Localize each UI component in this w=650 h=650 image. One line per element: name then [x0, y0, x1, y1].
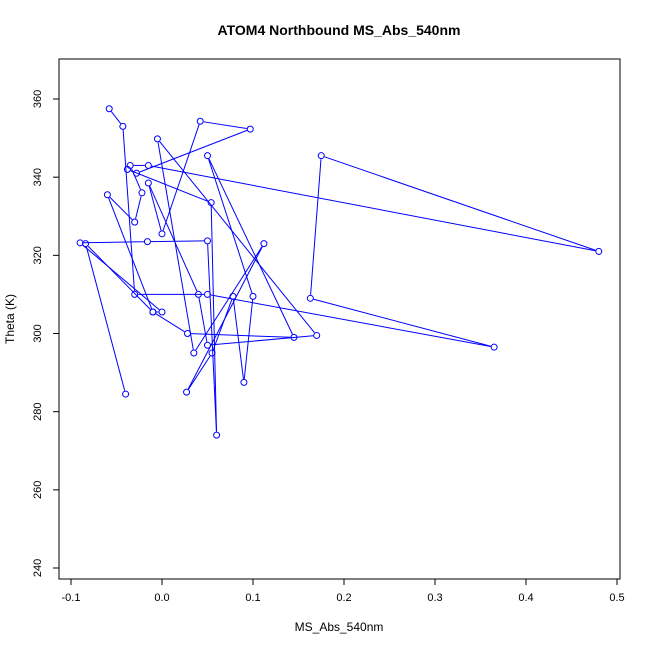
chart-title: ATOM4 Northbound MS_Abs_540nm [218, 22, 461, 38]
series-line-segment [148, 186, 162, 231]
data-point [490, 343, 498, 351]
data-point [122, 390, 130, 398]
data-point [183, 388, 191, 396]
data-point [213, 431, 221, 439]
series-line-segment [82, 244, 160, 311]
series-line-segment [110, 111, 122, 124]
data-point [103, 191, 111, 199]
data-point [119, 122, 127, 130]
series-line-segment [208, 158, 253, 294]
data-point [131, 218, 139, 226]
series-line-segment [83, 241, 144, 244]
series-line-segment [122, 129, 135, 291]
data-point [143, 238, 151, 246]
series-line-segment [324, 156, 596, 251]
series-line-segment [243, 299, 254, 379]
series-line-segment [85, 246, 126, 391]
data-point [595, 247, 603, 255]
y-tick-label: 300 [32, 324, 44, 342]
series-line-segment [210, 335, 314, 346]
x-tick-label: 0.4 [518, 592, 533, 604]
data-point [133, 169, 141, 177]
series-line-segment [150, 240, 205, 243]
y-tick-label: 260 [32, 481, 44, 499]
data-point [158, 308, 166, 316]
data-point [290, 333, 298, 341]
y-axis-label: Theta (K) [3, 294, 17, 344]
series-line-segment [310, 159, 322, 295]
series-line-segment [190, 333, 291, 338]
series-line-segment [139, 129, 248, 173]
y-tick-label: 340 [32, 168, 44, 186]
series-line-segment [162, 124, 200, 231]
series-line-segment [108, 197, 153, 309]
series-line-segment [159, 141, 315, 334]
y-tick-label: 360 [32, 90, 44, 108]
data-point [196, 117, 204, 125]
series-line-segment [131, 168, 142, 190]
series-line-segment [188, 355, 211, 390]
data-point [144, 179, 152, 187]
data-point [126, 161, 134, 169]
y-axis: 240 260 280 300 320 340 360 [32, 90, 59, 577]
data-point [194, 290, 202, 298]
series-line-segment [130, 170, 209, 202]
data-point [204, 341, 211, 349]
y-tick-label: 280 [32, 402, 44, 420]
data-point [144, 161, 152, 169]
x-tick-label: 0.5 [609, 592, 624, 604]
data-point [249, 292, 257, 300]
data-point [131, 290, 139, 298]
data-point [207, 199, 215, 207]
data-point [76, 239, 84, 247]
series-line-segment [207, 244, 217, 432]
data-point [306, 294, 314, 302]
data-point [149, 308, 157, 316]
series-line-segment [208, 158, 293, 335]
data-point [240, 378, 248, 386]
data-point [204, 237, 211, 245]
data-point [208, 349, 216, 357]
data-point [183, 330, 191, 337]
series-line-segment [151, 165, 596, 252]
series-line-segment [313, 298, 491, 347]
x-tick-label: 0.2 [336, 592, 351, 604]
series [76, 105, 603, 439]
y-tick-label: 320 [32, 246, 44, 264]
series-line-segment [135, 196, 142, 219]
data-point [260, 240, 268, 248]
x-tick-label: 0.3 [427, 592, 442, 604]
data-point [313, 331, 321, 339]
series-line-segment [157, 142, 194, 350]
data-point [204, 290, 211, 298]
data-point [246, 125, 254, 133]
x-tick-label: 0.1 [245, 592, 260, 604]
series-line-segment [155, 313, 185, 333]
x-tick-label: -0.1 [62, 592, 81, 604]
data-point [138, 189, 146, 197]
series-line-segment [210, 294, 491, 348]
series-line-segment [109, 196, 133, 220]
y-tick-label: 240 [32, 559, 44, 577]
x-axis-label: MS_Abs_540nm [295, 620, 384, 634]
data-point [190, 349, 198, 357]
x-axis: -0.1 0.0 0.1 0.2 0.3 0.4 0.5 [62, 579, 625, 604]
plot-frame [58, 58, 621, 580]
data-point [229, 292, 237, 300]
data-point [153, 135, 161, 143]
series-line-segment [87, 245, 151, 310]
data-point [204, 152, 211, 160]
data-point [105, 105, 113, 113]
series-line-segment [149, 186, 198, 292]
series-line-segment [203, 121, 247, 130]
series-line-segment [232, 299, 244, 379]
series-line-segment [212, 299, 233, 350]
data-point [158, 230, 166, 238]
x-tick-label: 0.0 [154, 592, 169, 604]
data-point [317, 152, 325, 160]
series-line-segment [210, 206, 218, 432]
